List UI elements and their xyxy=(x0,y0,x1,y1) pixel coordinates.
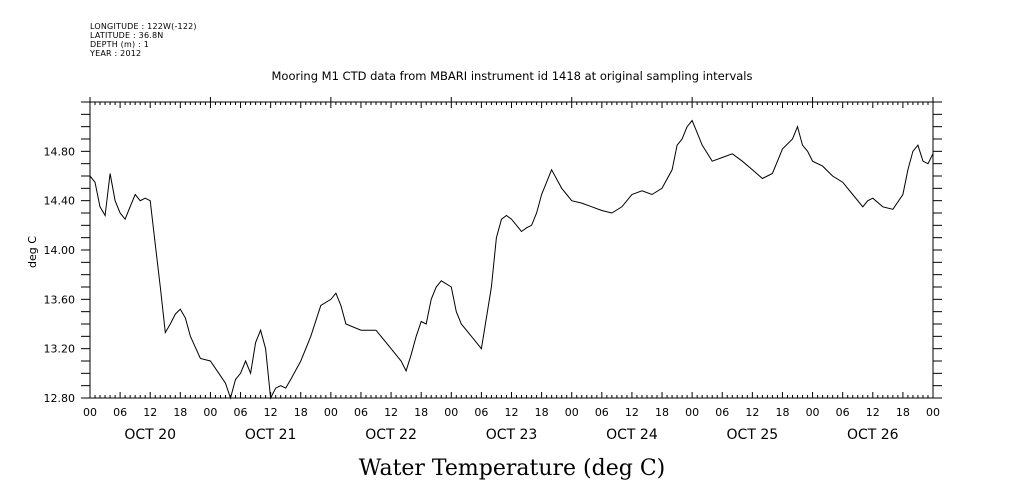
x-date-label: OCT 22 xyxy=(365,427,417,443)
x-tick-label: 06 xyxy=(113,406,127,419)
labels-layer: 00 06 12 18 00 06 12 18 00 06 12 18 00 06 12 18 00 06 12 18… xyxy=(44,145,941,443)
year-text: YEAR : 2012 xyxy=(90,49,142,58)
x-tick-label: 12 xyxy=(505,406,519,419)
x-date-label: OCT 23 xyxy=(486,427,538,443)
x-tick-label: 12 xyxy=(745,406,759,419)
x-tick-label: 12 xyxy=(625,406,639,419)
y-tick-label: 13.20 xyxy=(44,343,76,356)
ticks-layer xyxy=(81,97,942,399)
plot-frame xyxy=(89,101,934,399)
y-tick-label: 12.80 xyxy=(44,392,76,405)
x-date-label: OCT 24 xyxy=(606,427,658,443)
x-date-label: OCT 21 xyxy=(245,427,297,443)
y-tick-label: 13.60 xyxy=(44,293,76,306)
x-tick-label: 06 xyxy=(715,406,729,419)
x-tick-label: 18 xyxy=(173,406,187,419)
chart-title: Mooring M1 CTD data from MBARI instrumen… xyxy=(272,69,753,83)
y-tick-label: 14.00 xyxy=(44,244,76,257)
x-tick-label: 00 xyxy=(83,406,97,419)
x-tick-label: 12 xyxy=(384,406,398,419)
x-tick-label: 18 xyxy=(655,406,669,419)
x-date-label: OCT 26 xyxy=(847,427,899,443)
x-tick-label: 12 xyxy=(866,406,880,419)
x-tick-label: 00 xyxy=(685,406,699,419)
x-tick-label: 06 xyxy=(354,406,368,419)
x-tick-label: 00 xyxy=(806,406,820,419)
x-tick-label: 18 xyxy=(896,406,910,419)
x-tick-label: 00 xyxy=(324,406,338,419)
y-tick-label: 14.40 xyxy=(44,195,76,208)
x-tick-label: 06 xyxy=(595,406,609,419)
latitude-text: LATITUDE : 36.8N xyxy=(90,31,164,40)
x-axis-label: Water Temperature (deg C) xyxy=(359,456,666,481)
x-tick-label: 06 xyxy=(836,406,850,419)
x-tick-label: 00 xyxy=(565,406,579,419)
x-tick-label: 18 xyxy=(775,406,789,419)
longitude-text: LONGITUDE : 122W(-122) xyxy=(90,22,197,31)
x-tick-label: 18 xyxy=(294,406,308,419)
x-tick-label: 06 xyxy=(474,406,488,419)
x-tick-label: 12 xyxy=(143,406,157,419)
x-tick-label: 18 xyxy=(414,406,428,419)
x-tick-label: 18 xyxy=(535,406,549,419)
y-axis-label: deg C xyxy=(26,236,39,268)
x-tick-label: 00 xyxy=(203,406,217,419)
metadata-block: LONGITUDE : 122W(-122) LATITUDE : 36.8N … xyxy=(90,22,197,58)
x-date-label: OCT 20 xyxy=(124,427,176,443)
x-tick-label: 12 xyxy=(264,406,278,419)
depth-text: DEPTH (m) : 1 xyxy=(90,40,149,49)
x-date-label: OCT 25 xyxy=(727,427,779,443)
x-tick-label: 00 xyxy=(926,406,940,419)
x-tick-label: 00 xyxy=(444,406,458,419)
y-tick-label: 14.80 xyxy=(44,145,76,158)
temperature-series-line xyxy=(89,119,934,400)
x-tick-label: 06 xyxy=(234,406,248,419)
